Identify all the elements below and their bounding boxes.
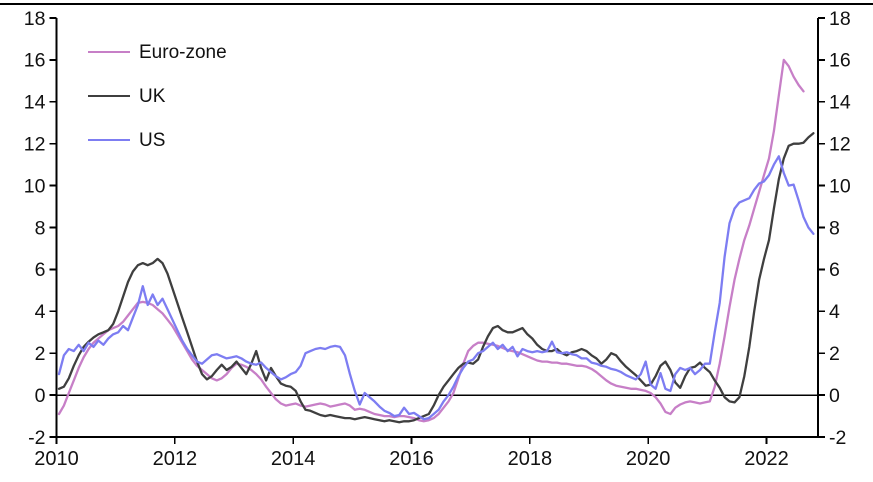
y-axis-tick-label-right: 2 [829, 343, 840, 365]
uk-line-swatch [88, 95, 130, 97]
x-axis-tick-label: 2014 [271, 448, 316, 470]
y-axis-tick-label-left: 16 [24, 50, 46, 72]
y-axis-tick-label-left: 0 [35, 385, 46, 407]
y-axis-tick-label-right: 8 [829, 217, 840, 239]
y-axis-tick-label-left: 8 [35, 217, 46, 239]
y-axis-tick-label-right: -2 [829, 427, 846, 449]
us-line-swatch [88, 139, 130, 141]
x-axis-tick-label: 2022 [744, 448, 789, 470]
legend-label-euro-zone: Euro-zone [139, 41, 227, 63]
legend-item-us: US [88, 118, 227, 162]
y-axis-tick-label-right: 4 [829, 301, 840, 323]
legend-item-euro-zone: Euro-zone [88, 30, 227, 74]
y-axis-tick-label-right: 10 [829, 175, 851, 197]
series-line-us [57, 155, 815, 421]
legend-label-uk: UK [139, 85, 166, 107]
x-axis-tick-label: 2012 [153, 448, 198, 470]
x-axis-tick-label: 2020 [626, 448, 671, 470]
y-axis-tick-label-right: 0 [829, 385, 840, 407]
y-axis-tick-label-left: 10 [24, 175, 46, 197]
legend-label-us: US [139, 129, 166, 151]
y-axis-tick-label-left: -2 [28, 427, 45, 449]
y-axis-tick-label-left: 6 [35, 259, 46, 281]
chart-legend: Euro-zone UK US [88, 30, 227, 162]
y-axis-tick-label-right: 18 [829, 8, 851, 30]
x-axis-tick-label: 2010 [34, 448, 79, 470]
top-border-rule [0, 3, 873, 5]
y-axis-tick-label-right: 6 [829, 259, 840, 281]
y-axis-tick-label-right: 14 [829, 92, 851, 114]
y-axis-tick-label-right: 16 [829, 50, 851, 72]
y-axis-tick-label-left: 2 [35, 343, 46, 365]
x-axis-tick-label: 2018 [508, 448, 553, 470]
x-axis-tick-label: 2016 [389, 448, 434, 470]
y-axis-tick-label-left: 14 [24, 92, 46, 114]
euro-zone-line-swatch [88, 51, 130, 53]
legend-item-uk: UK [88, 74, 227, 118]
y-axis-tick-label-left: 12 [24, 134, 46, 156]
y-axis-tick-label-left: 18 [24, 8, 46, 30]
y-axis-tick-label-right: 12 [829, 134, 851, 156]
series-line-uk [57, 132, 815, 424]
y-axis-tick-label-left: 4 [35, 301, 46, 323]
